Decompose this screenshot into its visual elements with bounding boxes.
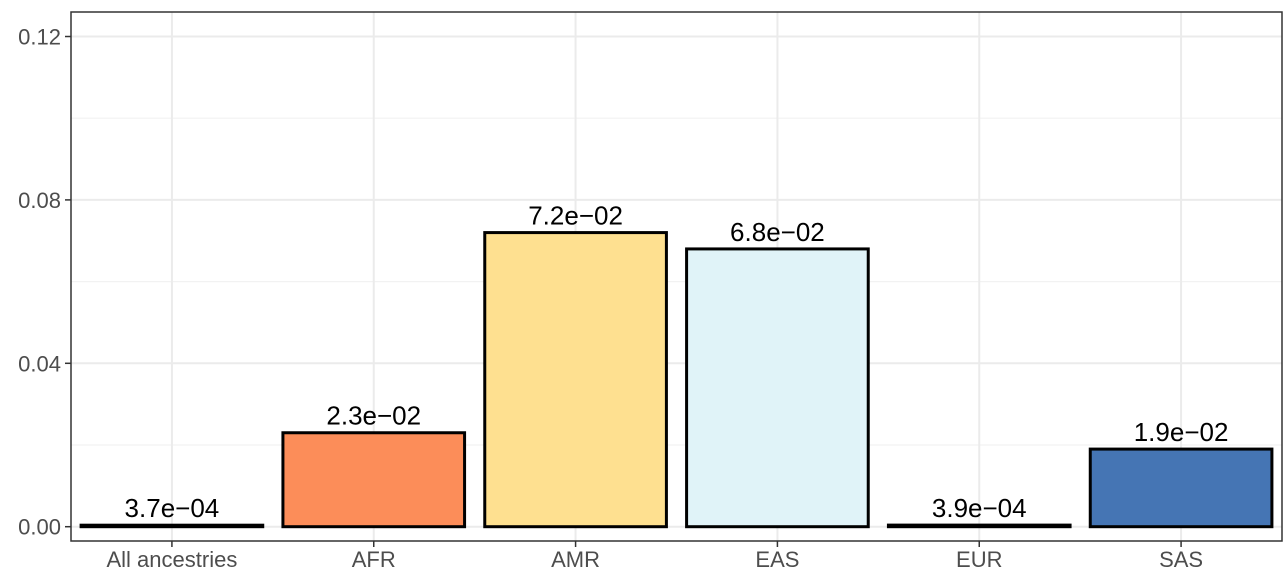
bar-value-label: 2.3e−02 xyxy=(326,401,421,431)
x-tick-label: EUR xyxy=(956,547,1002,569)
bar-value-label: 7.2e−02 xyxy=(528,201,623,231)
bar-amr xyxy=(483,231,668,529)
bars xyxy=(79,231,1274,529)
y-tick-label: 0.00 xyxy=(18,515,61,540)
bar-sas xyxy=(1088,447,1274,529)
x-tick-label: All ancestries xyxy=(106,547,237,569)
bar-eas xyxy=(685,247,870,529)
x-tick-label: AMR xyxy=(551,547,600,569)
bar-value-label: 3.9e−04 xyxy=(932,493,1027,523)
bar-eur xyxy=(886,523,1072,529)
bar-all-ancestries xyxy=(79,523,265,529)
x-axis: All ancestries AFR AMR EAS EUR SAS xyxy=(106,541,1203,569)
x-tick-label: EAS xyxy=(755,547,799,569)
y-tick-label: 0.08 xyxy=(18,188,61,213)
x-tick-label: SAS xyxy=(1159,547,1203,569)
y-axis: 0.00 0.04 0.08 0.12 xyxy=(18,25,71,540)
bar-value-label: 6.8e−02 xyxy=(730,217,825,247)
bar-value-label: 3.7e−04 xyxy=(125,493,220,523)
y-tick-label: 0.04 xyxy=(18,351,61,376)
x-tick-label: AFR xyxy=(352,547,396,569)
plot-panel-border xyxy=(70,11,1283,542)
bar-value-label: 1.9e−02 xyxy=(1134,417,1229,447)
bar-afr xyxy=(281,431,467,529)
bar-value-labels: 3.7e−04 2.3e−02 7.2e−02 6.8e−02 3.9e−04 1.9e−… xyxy=(125,201,1229,524)
y-tick-label: 0.12 xyxy=(18,25,61,50)
